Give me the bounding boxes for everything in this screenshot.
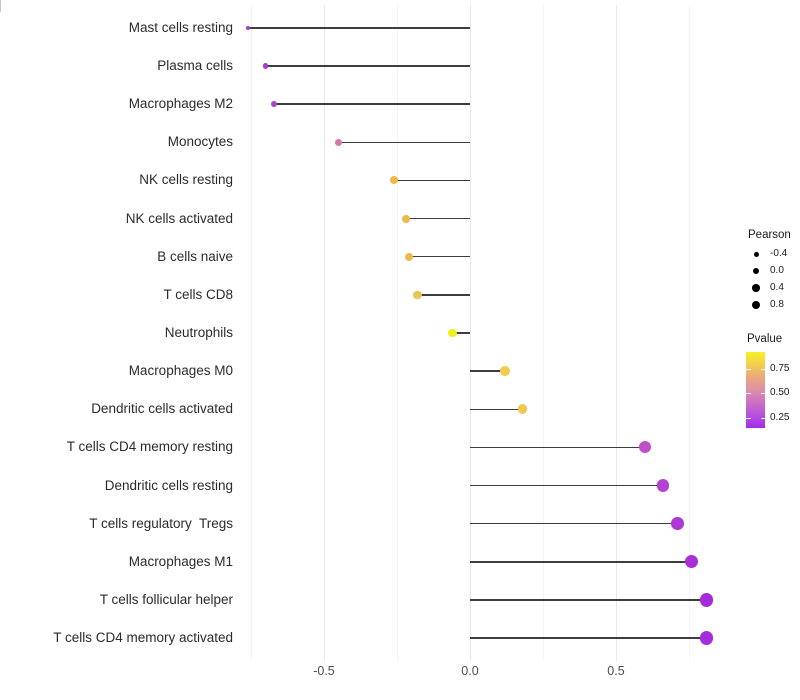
lollipop-stem (417, 294, 470, 296)
lollipop-dot (413, 290, 422, 299)
colorbar-tick (746, 369, 751, 371)
lollipop-stem (338, 141, 470, 143)
lollipop-dot (404, 252, 413, 261)
lollipop-dot (500, 366, 510, 376)
lollipop-dot (335, 138, 343, 146)
y-axis-label: T cells CD4 memory resting (66, 439, 233, 455)
y-axis-label: Mast cells resting (128, 19, 233, 35)
y-axis-label: NK cells resting (139, 172, 233, 188)
y-axis-label: T cells CD4 memory activated (53, 630, 233, 646)
y-axis-label: Plasma cells (157, 58, 233, 74)
gridline-major (470, 5, 471, 661)
gridline-minor (397, 5, 398, 661)
lollipop-stem (470, 561, 692, 563)
colorbar-tick (760, 369, 765, 371)
y-axis-label: T cells follicular helper (99, 591, 233, 607)
y-axis-label: Dendritic cells activated (91, 401, 233, 417)
gridline-minor (251, 5, 252, 661)
lollipop-stem (405, 217, 470, 220)
x-axis-tick (0, 0, 1, 4)
size-legend-dot (753, 251, 759, 257)
y-axis-label: NK cells activated (125, 210, 233, 226)
lollipop-dot (448, 328, 457, 338)
gridline-minor (543, 5, 544, 661)
colorbar-tick (760, 418, 765, 420)
size-legend-dot (751, 300, 761, 310)
lollipop-dot (517, 404, 528, 415)
y-axis-label: T cells CD8 (163, 286, 233, 302)
lollipop-dot (271, 101, 278, 108)
x-axis-tick-label: 0.0 (461, 664, 479, 678)
color-legend-title: Pvalue (747, 333, 783, 345)
lollipop-stem (470, 370, 506, 372)
lollipop-dot (245, 25, 251, 31)
gridline-minor (689, 5, 690, 661)
y-axis-label: Dendritic cells resting (104, 477, 233, 493)
y-axis-label: Monocytes (167, 134, 233, 150)
lollipop-dot (685, 555, 699, 569)
lollipop-dot (671, 517, 684, 530)
gridline-major (616, 5, 617, 661)
size-legend-label: 0.8 (770, 299, 784, 310)
colorbar-label: 0.25 (770, 412, 790, 423)
gridline-major (324, 5, 325, 661)
size-legend-label: 0.4 (770, 282, 784, 293)
y-axis-label: Macrophages M2 (128, 96, 233, 112)
lollipop-dot (699, 593, 714, 607)
size-legend-title: Pearson (748, 229, 791, 241)
colorbar-tick (746, 393, 751, 395)
lollipop-dot (639, 441, 652, 454)
lollipop-dot (390, 176, 399, 185)
x-axis-tick (0, 4, 1, 8)
x-axis-tick-label: -0.5 (313, 664, 335, 678)
lollipop-stem (470, 446, 646, 449)
lollipop-stem (408, 256, 470, 258)
size-legend-dot (752, 284, 760, 292)
size-legend-label: 0.0 (770, 265, 784, 276)
size-legend-dot (752, 267, 760, 275)
lollipop-stem (265, 65, 470, 67)
y-axis-label: B cells naive (157, 248, 233, 264)
lollipop-stem (248, 27, 470, 29)
lollipop-stem (470, 522, 678, 525)
y-axis-label: Neutrophils (164, 325, 233, 340)
y-axis-label: T cells regulatory Tregs (89, 515, 233, 531)
lollipop-stem (470, 408, 523, 410)
lollipop-dot (699, 631, 714, 645)
lollipop-stem (452, 332, 470, 334)
colorbar-label: 0.50 (770, 387, 790, 398)
lollipop-stem (470, 637, 707, 639)
lollipop-stem (394, 179, 470, 182)
lollipop-dot (656, 479, 669, 492)
colorbar-tick (746, 418, 751, 420)
lollipop-stem (470, 484, 663, 487)
colorbar-tick (760, 393, 765, 395)
lollipop-dot (262, 63, 269, 69)
lollipop-stem (274, 103, 470, 105)
y-axis-label: Macrophages M1 (128, 553, 233, 569)
lollipop-dot (401, 214, 410, 223)
x-axis-tick (0, 8, 1, 12)
pvalue-colorbar-gradient (746, 352, 765, 428)
colorbar-label: 0.75 (770, 363, 790, 374)
x-axis-tick-label: 0.5 (607, 664, 625, 678)
lollipop-stem (470, 599, 707, 601)
y-axis-label: Macrophages M0 (128, 363, 233, 379)
size-legend-label: -0.4 (770, 248, 788, 259)
